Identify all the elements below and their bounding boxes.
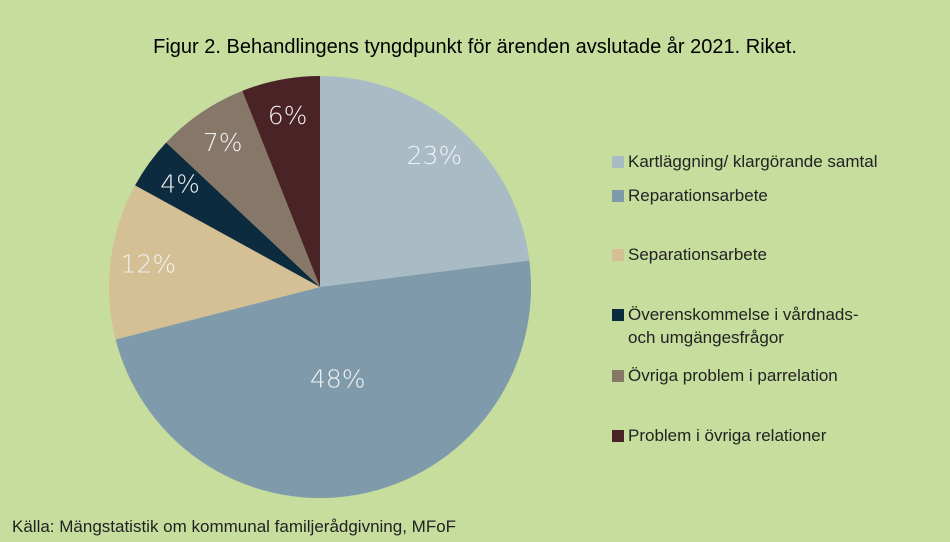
- legend-label: Problem i övriga relationer: [628, 426, 827, 445]
- legend-item: Separationsarbete: [610, 243, 928, 266]
- legend-swatch: [612, 156, 624, 168]
- data-label: 23%: [407, 141, 463, 170]
- pie-slice: [320, 76, 530, 287]
- legend-swatch: [612, 309, 624, 321]
- legend-swatch: [612, 370, 624, 382]
- legend-item: Övriga problem i parrelation: [610, 364, 928, 387]
- legend-item: Reparationsarbete: [610, 184, 928, 207]
- data-label: 48%: [310, 364, 366, 393]
- legend-swatch: [612, 190, 624, 202]
- legend-label: Separationsarbete: [628, 245, 767, 264]
- data-label: 4%: [160, 169, 200, 198]
- pie-slice: [109, 185, 320, 340]
- data-label: 7%: [203, 128, 243, 157]
- legend-label: Reparationsarbete: [628, 186, 768, 205]
- legend-swatch: [612, 249, 624, 261]
- legend-label: Övriga problem i parrelation: [628, 366, 838, 385]
- pie-slice: [166, 90, 320, 287]
- pie-slice: [135, 142, 320, 287]
- legend-swatch: [612, 430, 624, 442]
- legend-item: Överenskommelse i vårdnads- och umgänges…: [610, 303, 873, 349]
- data-label: 6%: [268, 101, 308, 130]
- legend-item: Problem i övriga relationer: [610, 424, 928, 447]
- source: Källa: Mängstatistik om kommunal familje…: [12, 517, 457, 536]
- pie-slice: [242, 76, 320, 287]
- legend-label: Kartläggning/ klargörande samtal: [628, 152, 878, 171]
- data-label: 12%: [121, 249, 177, 278]
- pie-slice: [115, 260, 531, 498]
- chart-title: Figur 2. Behandlingens tyngdpunkt för är…: [153, 36, 797, 58]
- legend-item: Kartläggning/ klargörande samtal: [610, 150, 928, 173]
- legend-label: Överenskommelse i vårdnads- och umgänges…: [628, 305, 859, 347]
